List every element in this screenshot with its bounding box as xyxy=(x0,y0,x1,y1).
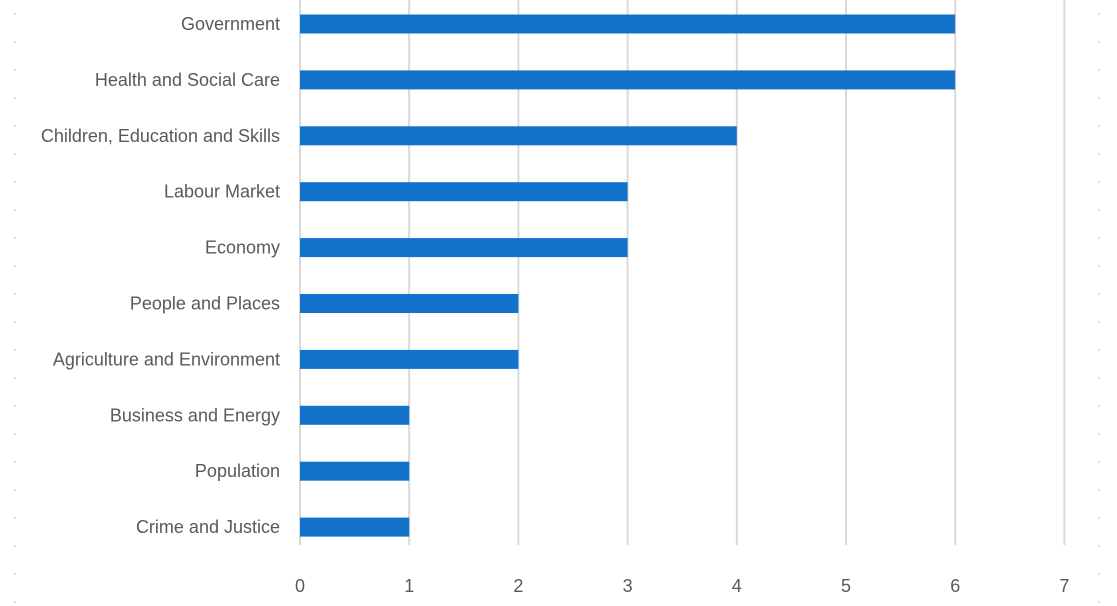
edge-dot xyxy=(14,237,16,239)
category-label: Health and Social Care xyxy=(95,70,280,90)
x-tick-label: 6 xyxy=(950,576,960,596)
category-label: Children, Education and Skills xyxy=(41,126,280,146)
edge-dot xyxy=(14,97,16,99)
bar xyxy=(300,517,410,537)
edge-dot xyxy=(14,321,16,323)
edge-dot xyxy=(1098,209,1100,211)
x-tick-label: 1 xyxy=(404,576,414,596)
category-label: Agriculture and Environment xyxy=(53,349,280,369)
edge-dot xyxy=(1098,69,1100,71)
edge-dot xyxy=(14,209,16,211)
edge-dot xyxy=(1098,349,1100,351)
edge-dot xyxy=(1098,153,1100,155)
bar xyxy=(300,182,628,202)
edge-dot xyxy=(14,461,16,463)
edge-dot xyxy=(14,153,16,155)
edge-dot xyxy=(14,125,16,127)
gridlines xyxy=(299,0,1066,545)
edge-dot xyxy=(14,573,16,575)
x-tick-label: 7 xyxy=(1059,576,1069,596)
x-tick-label: 3 xyxy=(623,576,633,596)
edge-dot xyxy=(1098,293,1100,295)
edge-dot xyxy=(1098,517,1100,519)
edge-dot xyxy=(14,265,16,267)
bar xyxy=(300,461,410,481)
bar xyxy=(300,70,956,90)
category-label: People and Places xyxy=(130,294,280,314)
edge-dot xyxy=(14,601,16,603)
edge-dot xyxy=(1098,125,1100,127)
edge-dot xyxy=(14,13,16,15)
edge-dot xyxy=(1098,181,1100,183)
edge-dot xyxy=(1098,601,1100,603)
x-axis-tick-labels: 0 1 2 3 4 5 6 7 xyxy=(295,576,1069,596)
category-labels: Government Health and Social Care Children… xyxy=(41,14,280,537)
category-label: Population xyxy=(195,461,280,481)
edge-dot xyxy=(14,69,16,71)
edge-dot xyxy=(14,405,16,407)
edge-dot xyxy=(14,377,16,379)
bar xyxy=(300,349,519,369)
edge-dot xyxy=(1098,13,1100,15)
x-tick-label: 2 xyxy=(513,576,523,596)
category-label: Business and Energy xyxy=(110,405,280,425)
bar xyxy=(300,294,519,313)
x-tick-label: 4 xyxy=(732,576,742,596)
edge-dot xyxy=(14,517,16,519)
bar xyxy=(300,126,737,146)
edge-dot xyxy=(1098,377,1100,379)
edge-dot xyxy=(14,293,16,295)
edge-dot xyxy=(1098,265,1100,267)
x-tick-label: 0 xyxy=(295,576,305,596)
edge-dot xyxy=(1098,545,1100,547)
edge-dot xyxy=(1098,433,1100,435)
x-tick-label: 5 xyxy=(841,576,851,596)
edge-dot xyxy=(1098,41,1100,43)
edge-dot xyxy=(1098,237,1100,239)
border-dots xyxy=(14,13,1100,603)
category-label: Economy xyxy=(205,238,280,258)
edge-dot xyxy=(14,349,16,351)
bars xyxy=(300,14,956,537)
edge-dot xyxy=(1098,461,1100,463)
category-label: Crime and Justice xyxy=(136,517,280,537)
edge-dot xyxy=(14,41,16,43)
category-label: Labour Market xyxy=(164,182,280,202)
bar xyxy=(300,405,410,425)
edge-dot xyxy=(1098,97,1100,99)
edge-dot xyxy=(14,489,16,491)
edge-dot xyxy=(1098,573,1100,575)
edge-dot xyxy=(1098,489,1100,491)
edge-dot xyxy=(1098,405,1100,407)
bar xyxy=(300,14,956,34)
edge-dot xyxy=(14,433,16,435)
edge-dot xyxy=(14,545,16,547)
category-label: Government xyxy=(181,14,280,34)
edge-dot xyxy=(14,181,16,183)
edge-dot xyxy=(1098,321,1100,323)
bar xyxy=(300,238,628,258)
